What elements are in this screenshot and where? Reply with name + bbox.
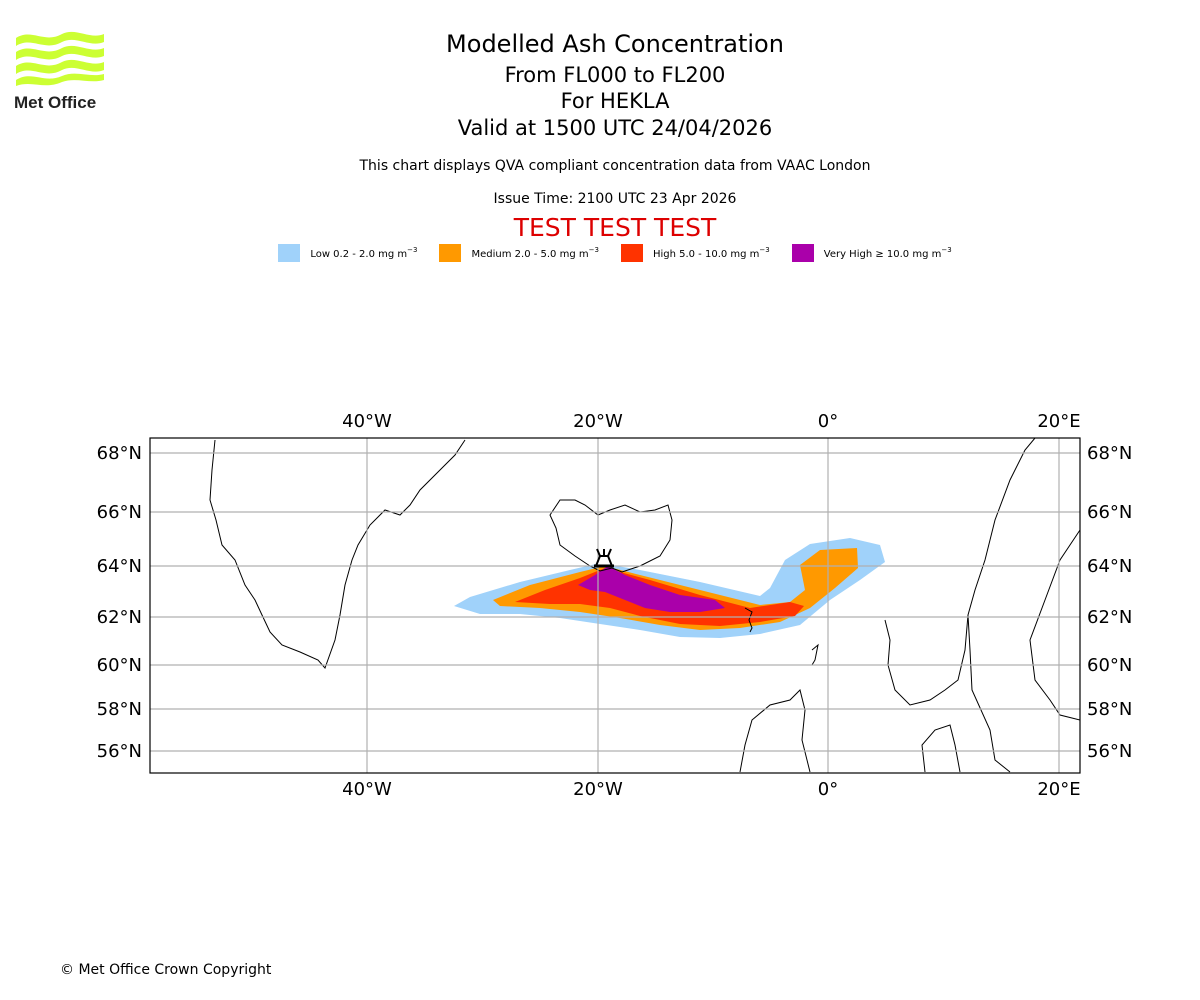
- legend-item-high: High 5.0 - 10.0 mg m−3: [620, 244, 770, 262]
- coastline-scotland: [739, 689, 811, 773]
- flight-levels: From FL000 to FL200: [504, 63, 726, 87]
- legend-sup: −3: [407, 246, 418, 254]
- map-area: [150, 438, 1080, 773]
- legend-label: Very High ≥ 10.0 mg m−3: [824, 246, 952, 260]
- subtitle: This chart displays QVA compliant concen…: [359, 158, 871, 174]
- coastline-greenland: [209, 439, 466, 669]
- lat-tick-right: 56°N: [1087, 741, 1132, 762]
- legend-text: Medium 2.0 - 5.0 mg m: [471, 249, 589, 260]
- met-office-logo: Met Office: [14, 30, 106, 112]
- lat-tick-right: 58°N: [1087, 699, 1132, 720]
- legend-item-very-high: Very High ≥ 10.0 mg m−3: [791, 244, 952, 262]
- coastline-shetland: [811, 643, 819, 666]
- lon-tick-top: 0°: [818, 411, 838, 432]
- valid-time: Valid at 1500 UTC 24/04/2026: [457, 116, 773, 140]
- legend-swatch: [791, 244, 814, 262]
- coastline-denmark: [921, 724, 961, 773]
- legend-item-low: Low 0.2 - 2.0 mg m−3: [278, 244, 417, 262]
- legend-sup: −3: [941, 246, 952, 254]
- lon-tick-bottom: 0°: [818, 779, 838, 800]
- volcano-name: For HEKLA: [560, 89, 670, 113]
- legend-label: Medium 2.0 - 5.0 mg m−3: [471, 246, 598, 260]
- lat-tick-left: 68°N: [97, 443, 142, 464]
- map-frame: [149, 437, 1081, 774]
- lat-tick-left: 66°N: [97, 502, 142, 523]
- legend-label: High 5.0 - 10.0 mg m−3: [653, 246, 770, 260]
- issue-time: Issue Time: 2100 UTC 23 Apr 2026: [493, 191, 737, 207]
- lon-tick-bottom: 40°W: [342, 779, 392, 800]
- legend-swatch: [620, 244, 643, 262]
- test-banner: TEST TEST TEST: [513, 213, 717, 242]
- coastline-sweden: [967, 614, 1011, 773]
- lon-tick-bottom: 20°W: [573, 779, 623, 800]
- lon-tick-top: 40°W: [342, 411, 392, 432]
- lat-tick-left: 58°N: [97, 699, 142, 720]
- coastline-faroes: [744, 607, 753, 633]
- legend-swatch: [439, 244, 462, 262]
- lat-tick-left: 56°N: [97, 741, 142, 762]
- lat-tick-right: 66°N: [1087, 502, 1132, 523]
- legend-text: Low 0.2 - 2.0 mg m: [310, 249, 408, 260]
- legend-swatch: [278, 244, 301, 262]
- chart-title: Modelled Ash Concentration: [446, 30, 784, 58]
- lat-tick-right: 64°N: [1087, 556, 1132, 577]
- legend-item-medium: Medium 2.0 - 5.0 mg m−3: [439, 244, 599, 262]
- legend-text: Very High ≥ 10.0 mg m: [823, 249, 942, 260]
- lat-tick-right: 60°N: [1087, 655, 1132, 676]
- lat-tick-left: 60°N: [97, 655, 142, 676]
- lat-tick-left: 62°N: [97, 607, 142, 628]
- lat-tick-right: 68°N: [1087, 443, 1132, 464]
- axis-labels: 40°W 20°W 0° 20°E 40°W 20°W 0° 20°E 68°N…: [97, 411, 1133, 800]
- ash-very-high-area: [578, 566, 725, 612]
- coastline-finland: [1029, 529, 1080, 721]
- legend: Low 0.2 - 2.0 mg m−3 Medium 2.0 - 5.0 mg…: [0, 244, 1200, 262]
- volcano-icon: [594, 548, 614, 568]
- gridlines: [150, 438, 1080, 773]
- lat-tick-left: 64°N: [97, 556, 142, 577]
- lon-tick-top: 20°W: [573, 411, 623, 432]
- legend-label: Low 0.2 - 2.0 mg m−3: [310, 246, 417, 260]
- copyright: © Met Office Crown Copyright: [60, 962, 272, 978]
- logo-waves-icon: Met Office: [14, 31, 104, 112]
- svg-text:Met Office: Met Office: [14, 93, 96, 112]
- lon-tick-bottom: 20°E: [1037, 779, 1080, 800]
- lon-tick-top: 20°E: [1037, 411, 1080, 432]
- legend-sup: −3: [588, 246, 599, 254]
- legend-sup: −3: [759, 246, 770, 254]
- legend-text: High 5.0 - 10.0 mg m: [652, 249, 760, 260]
- lat-tick-right: 62°N: [1087, 607, 1132, 628]
